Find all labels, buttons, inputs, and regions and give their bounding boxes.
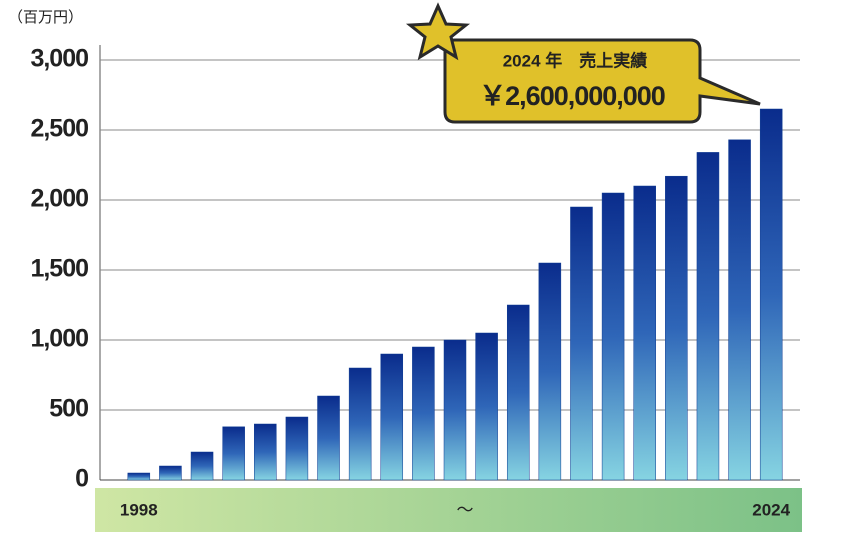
bar [570,206,593,481]
bar [412,346,435,481]
bar [159,465,182,481]
bar [190,451,214,481]
y-tick-label: 2,500 [30,115,88,143]
x-tick-label: 1998 [120,500,158,519]
bar [254,423,277,481]
y-tick-label: 2,000 [30,185,88,213]
bar [538,262,562,481]
bar [443,339,467,481]
x-band [95,488,802,532]
bar [348,367,372,481]
bar [759,108,783,481]
range-separator: ～ [457,500,474,519]
y-tick-label: 0 [75,465,88,493]
bar [222,426,245,481]
y-tick-label: 500 [49,395,88,423]
bar [475,332,498,481]
unit-label: （百万円） [8,9,83,26]
star [405,2,471,61]
bar [665,175,688,481]
x-tick-label: 2024 [752,500,790,519]
annotation-value: ￥2,600,000,000 [479,81,665,111]
bar [285,416,309,481]
bar [633,185,656,481]
annotation-title: 2024 年 売上実績 [503,50,648,70]
bar [696,152,720,481]
y-tick-label: 1,500 [30,255,88,283]
bar [317,395,340,481]
y-tick-label: 3,000 [30,45,88,73]
callout: 2024 年 売上実績 ￥2,600,000,000 [405,2,761,124]
bar [601,192,625,481]
y-tick-label: 1,000 [30,325,88,353]
bar [506,304,530,481]
bar [728,139,751,481]
bar [127,472,151,481]
bar [380,353,404,481]
